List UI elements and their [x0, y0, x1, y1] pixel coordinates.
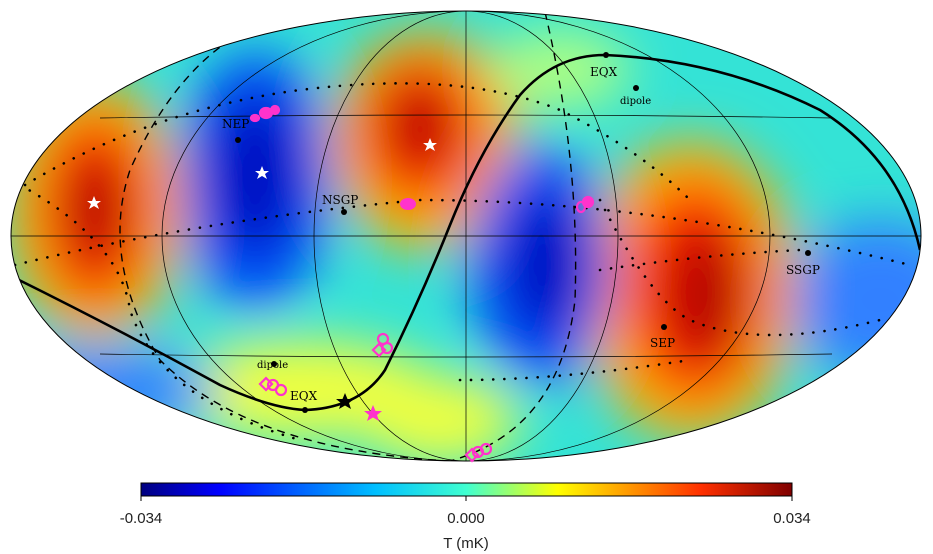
dipole-bottom-label: dipole: [257, 360, 288, 371]
nep-dot: [235, 137, 241, 143]
dotted-track: [598, 198, 882, 337]
dipole-top-label: dipole: [620, 96, 651, 107]
magenta-cluster-dipole: [258, 376, 288, 397]
eqx-top-label: EQX: [590, 65, 618, 79]
colorbar-max-label: 0.034: [773, 510, 811, 527]
sep-dot: [661, 324, 667, 330]
temperature-field: [11, 11, 921, 461]
magenta-blob: [400, 198, 416, 210]
dashed-circle: [119, 11, 577, 461]
eqx-top-dot: [603, 52, 609, 58]
magenta-markers: [249, 104, 595, 463]
white-stars: [87, 138, 437, 209]
white-star-marker: [87, 196, 101, 209]
dotted-tracks: [13, 82, 912, 442]
magenta-cluster-center: [371, 332, 394, 358]
colorbar-min-label: -0.034: [120, 510, 163, 527]
colorbar-gradient: [140, 482, 793, 497]
white-star-marker: [255, 166, 269, 179]
eqx-bottom-dot: [302, 407, 308, 413]
sep-label: SEP: [650, 336, 675, 350]
dotted-track: [23, 82, 692, 202]
dotted-track: [13, 198, 912, 267]
thick-equator-curve: [14, 53, 921, 412]
magenta-star-marker: [364, 405, 382, 421]
black-star-marker: [336, 393, 354, 409]
ssgp-label: SSGP: [786, 263, 820, 277]
nsgp-dot: [341, 209, 347, 215]
colorbar-mid-label: 0.000: [447, 510, 485, 527]
nsgp-label: NSGP: [322, 193, 358, 207]
point-markers: [235, 52, 811, 413]
map-border: [10, 10, 922, 462]
nep-label: NEP: [222, 117, 249, 131]
dipole-top-dot: [633, 85, 639, 91]
ssgp-dot: [805, 250, 811, 256]
magenta-cluster-right: [575, 195, 595, 214]
dotted-track: [458, 358, 692, 382]
white-star-marker: [423, 138, 437, 151]
parallel-line: [99, 114, 833, 119]
eqx-bottom-label: EQX: [290, 389, 318, 403]
dipole-bottom-dot: [271, 361, 277, 367]
magenta-cluster-nep: [249, 104, 281, 123]
meridian-line: [313, 11, 619, 461]
graticule: [11, 11, 921, 461]
dotted-track: [598, 248, 802, 272]
meridian-line: [161, 11, 771, 461]
parallel-line: [99, 353, 833, 358]
colorbar: -0.034 0.000 0.034 T (mK): [120, 482, 811, 552]
magenta-cluster-bottom: [464, 442, 493, 463]
colorbar-unit-label: T (mK): [443, 535, 489, 552]
